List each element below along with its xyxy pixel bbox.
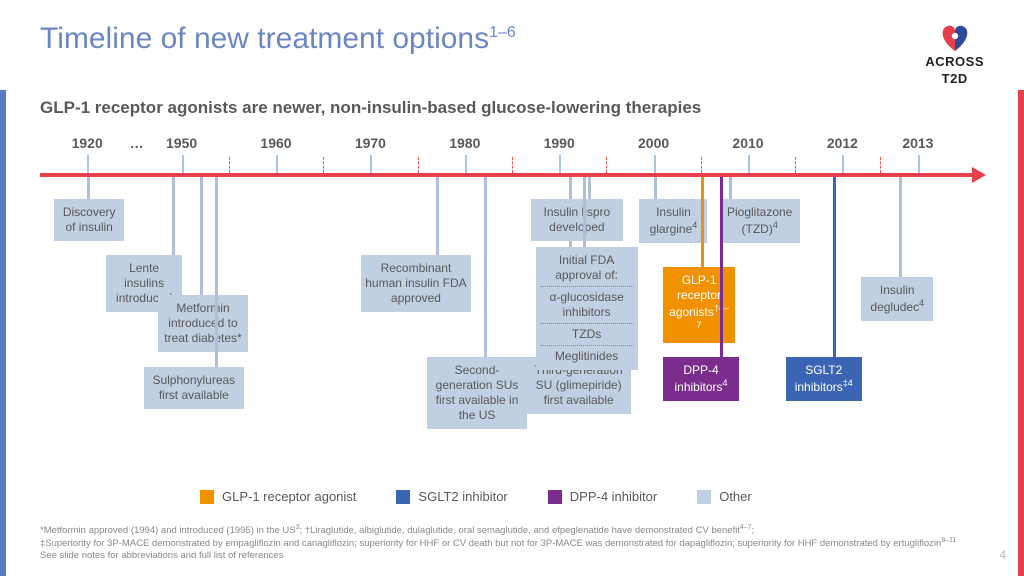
logo-line1: ACROSS [925,54,984,69]
year-tick [559,155,561,173]
event-stem [87,177,90,199]
event-glargine: Insulin glargine4 [639,199,707,243]
year-label: 2010 [732,135,763,151]
legend-label-sglt2: SGLT2 inhibitor [418,489,507,504]
brand-logo: ACROSS T2D [925,22,984,86]
year-label: 1970 [355,135,386,151]
timeline: 1920 1950 1960 1970 1980 1990 2000 2010 2012 2013… [40,135,984,475]
year-label: 2013 [902,135,933,151]
event-stem [701,177,704,267]
event-stem [436,177,439,255]
year-label: 1960 [260,135,291,151]
legend-item-glp1: GLP-1 receptor agonist [200,489,356,504]
event-pioglitazone: Pioglitazone (TZD)4 [720,199,800,243]
right-accent-bar [1018,90,1024,576]
ellipsis: … [130,135,144,151]
year-tick [370,155,372,173]
minor-tick [512,157,513,173]
year-label: 1990 [544,135,575,151]
footnotes: *Metformin approved (1994) and introduce… [40,524,984,562]
event-su2: Second-generation SUs first available in… [427,357,527,429]
event-stem [720,177,723,357]
footnote-line3: See slide notes for abbreviations and fu… [40,550,984,562]
legend: GLP-1 receptor agonist SGLT2 inhibitor D… [200,489,984,504]
event-sglt2: SGLT2 inhibitors‡4 [786,357,862,401]
event-glp1: GLP-1 receptor agonists†4–7 [663,267,735,343]
legend-label-other: Other [719,489,752,504]
swatch-sglt2 [396,490,410,504]
header: Timeline of new treatment options1–6 ACR… [0,0,1024,86]
swatch-other [697,490,711,504]
heart-icon [938,22,972,52]
year-tick [465,155,467,173]
year-label: 1920 [72,135,103,151]
minor-tick [229,157,230,173]
year-label: 1980 [449,135,480,151]
event-stem [484,177,487,357]
swatch-glp1 [200,490,214,504]
event-stem [583,177,586,247]
event-su: Sulphonylureas first available [144,367,244,409]
title-text: Timeline of new treatment options [40,22,489,55]
minor-tick [701,157,702,173]
year-label: 2012 [827,135,858,151]
subheading: GLP-1 receptor agonists are newer, non-i… [0,86,1024,118]
year-row: 1920 1950 1960 1970 1980 1990 2000 2010 2012 2013… [40,135,984,155]
year-label: 1950 [166,135,197,151]
minor-tick [880,157,881,173]
legend-item-dpp4: DPP-4 inhibitor [548,489,657,504]
left-accent-bar [0,90,6,576]
minor-tick [418,157,419,173]
event-stem [172,177,175,255]
event-dpp4: DPP-4 inhibitors4 [663,357,739,401]
year-label: 2000 [638,135,669,151]
event-degludec: Insulin degludec4 [861,277,933,321]
event-lispro: Insulin lispro developed [531,199,623,241]
event-insulin_discovery: Discovery of insulin [54,199,124,241]
event-recombinant: Recombinant human insulin FDA approved [361,255,471,312]
minor-tick [323,157,324,173]
year-tick [748,155,750,173]
year-tick [654,155,656,173]
page-number: 4 [999,548,1006,562]
year-tick [918,155,920,173]
events-layer: Discovery of insulinLente insulins intro… [40,177,984,475]
footnote-line2: ‡Superiority for 3P-MACE demonstrated by… [40,537,984,550]
legend-label-dpp4: DPP-4 inhibitor [570,489,657,504]
year-tick [276,155,278,173]
year-tick [87,155,89,173]
event-stem [654,177,657,199]
event-stem [833,177,836,357]
event-stem [200,177,203,295]
event-fda_multi: Initial FDA approval of:α-glucosidase in… [536,247,638,370]
event-metformin: Metformin introduced to treat diabetes* [158,295,248,352]
event-stem [215,177,218,367]
minor-tick [795,157,796,173]
event-stem [899,177,902,277]
legend-item-other: Other [697,489,752,504]
event-stem [588,177,591,199]
page-title: Timeline of new treatment options1–6 [40,22,516,56]
logo-line2: T2D [942,71,968,86]
year-tick [842,155,844,173]
swatch-dpp4 [548,490,562,504]
footnote-line1: *Metformin approved (1994) and introduce… [40,524,984,537]
year-tick [182,155,184,173]
minor-tick [606,157,607,173]
event-stem [729,177,732,199]
legend-item-sglt2: SGLT2 inhibitor [396,489,507,504]
legend-label-glp1: GLP-1 receptor agonist [222,489,356,504]
title-superscript: 1–6 [489,24,516,41]
